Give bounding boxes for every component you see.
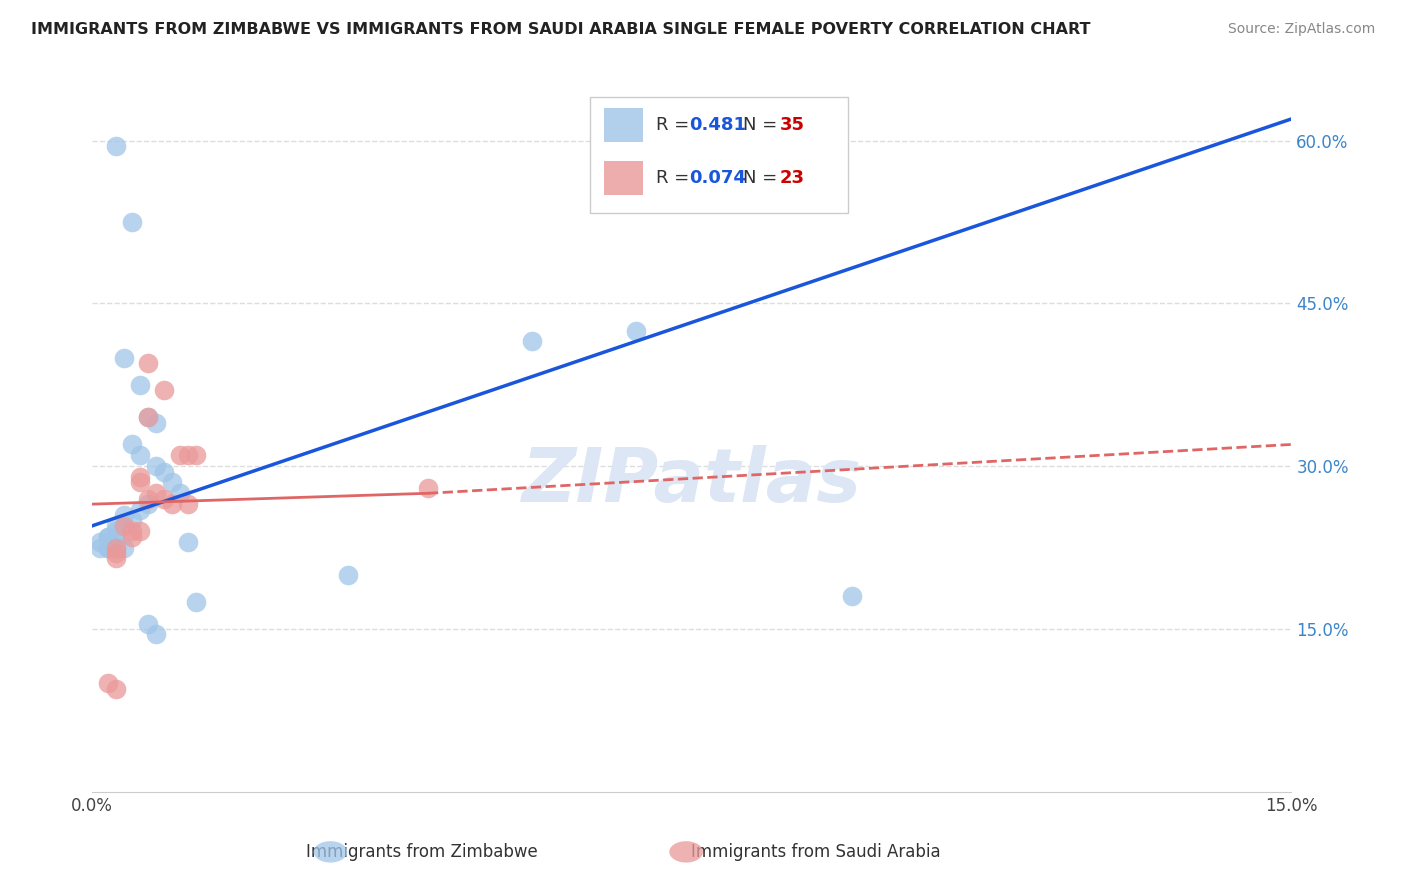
Point bbox=[177, 448, 200, 462]
Point bbox=[112, 541, 135, 555]
Point bbox=[105, 541, 128, 555]
Point bbox=[129, 470, 152, 484]
FancyBboxPatch shape bbox=[591, 97, 848, 213]
Point bbox=[129, 524, 152, 539]
Point bbox=[112, 519, 135, 533]
Point bbox=[105, 535, 128, 549]
Point bbox=[112, 508, 135, 522]
Point bbox=[97, 530, 120, 544]
Point bbox=[129, 502, 152, 516]
Point bbox=[121, 437, 143, 451]
Point bbox=[129, 475, 152, 490]
Point bbox=[105, 546, 128, 560]
Text: N =: N = bbox=[744, 169, 783, 187]
Text: 0.074: 0.074 bbox=[689, 169, 747, 187]
Point bbox=[136, 410, 159, 425]
Point bbox=[136, 356, 159, 370]
Point bbox=[105, 519, 128, 533]
Point bbox=[160, 475, 183, 490]
Point bbox=[337, 567, 360, 582]
Text: R =: R = bbox=[655, 116, 695, 134]
Point bbox=[97, 530, 120, 544]
Point bbox=[520, 334, 543, 349]
Point bbox=[136, 497, 159, 511]
Point bbox=[121, 530, 143, 544]
Point bbox=[153, 383, 176, 397]
Point bbox=[145, 627, 167, 641]
Point bbox=[97, 676, 120, 690]
Point bbox=[105, 139, 128, 153]
Point bbox=[136, 410, 159, 425]
Point bbox=[89, 541, 111, 555]
Text: 23: 23 bbox=[779, 169, 804, 187]
Point bbox=[169, 486, 191, 500]
Point bbox=[136, 616, 159, 631]
Point bbox=[153, 491, 176, 506]
FancyBboxPatch shape bbox=[605, 161, 643, 195]
Point bbox=[624, 324, 647, 338]
Text: IMMIGRANTS FROM ZIMBABWE VS IMMIGRANTS FROM SAUDI ARABIA SINGLE FEMALE POVERTY C: IMMIGRANTS FROM ZIMBABWE VS IMMIGRANTS F… bbox=[31, 22, 1091, 37]
Point bbox=[136, 491, 159, 506]
Point bbox=[121, 215, 143, 229]
Point bbox=[145, 486, 167, 500]
Point bbox=[129, 377, 152, 392]
Point bbox=[177, 535, 200, 549]
Point bbox=[105, 541, 128, 555]
Text: Source: ZipAtlas.com: Source: ZipAtlas.com bbox=[1227, 22, 1375, 37]
Point bbox=[97, 541, 120, 555]
Text: ZIPatlas: ZIPatlas bbox=[522, 445, 862, 518]
Point bbox=[112, 351, 135, 365]
Point bbox=[105, 551, 128, 566]
Text: Immigrants from Zimbabwe: Immigrants from Zimbabwe bbox=[307, 843, 537, 861]
Text: 35: 35 bbox=[779, 116, 804, 134]
Point bbox=[121, 513, 143, 527]
Text: Immigrants from Saudi Arabia: Immigrants from Saudi Arabia bbox=[690, 843, 941, 861]
Point bbox=[160, 497, 183, 511]
Point bbox=[177, 497, 200, 511]
Point bbox=[129, 448, 152, 462]
Point bbox=[121, 524, 143, 539]
Text: 0.481: 0.481 bbox=[689, 116, 747, 134]
Point bbox=[184, 448, 207, 462]
Point bbox=[105, 524, 128, 539]
Point bbox=[145, 459, 167, 474]
Point bbox=[89, 535, 111, 549]
Point bbox=[105, 681, 128, 696]
Point bbox=[145, 416, 167, 430]
FancyBboxPatch shape bbox=[605, 108, 643, 142]
Point bbox=[97, 541, 120, 555]
Point bbox=[153, 465, 176, 479]
Point bbox=[841, 590, 863, 604]
Text: N =: N = bbox=[744, 116, 783, 134]
Point bbox=[184, 595, 207, 609]
Point bbox=[416, 481, 439, 495]
Text: R =: R = bbox=[655, 169, 695, 187]
Point bbox=[169, 448, 191, 462]
